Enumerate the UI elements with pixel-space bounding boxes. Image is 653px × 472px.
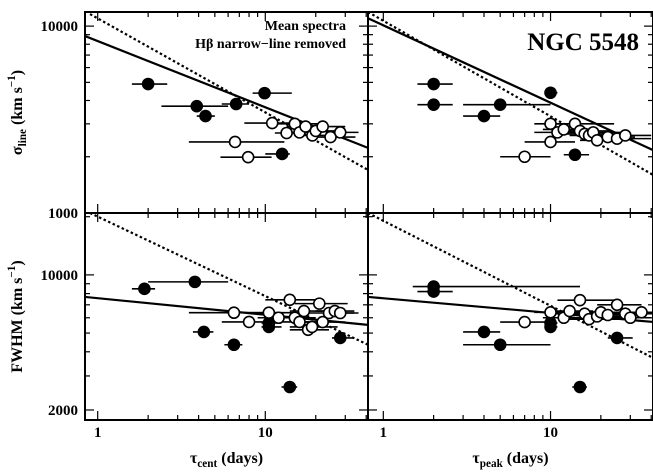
open-point — [313, 297, 326, 310]
axis-label-part: −1 — [6, 75, 18, 87]
filled-point — [199, 109, 212, 123]
open-point — [619, 129, 632, 142]
annotation: Hβ narrow−line removed — [195, 37, 346, 52]
filled-point — [568, 148, 582, 162]
filled-point — [138, 282, 151, 296]
fit-line — [368, 213, 653, 359]
axis-label-part: ) — [9, 260, 26, 265]
open-point — [544, 135, 557, 149]
open-point — [544, 306, 557, 319]
open-point — [518, 150, 531, 164]
filled-point — [229, 97, 243, 111]
open-point — [590, 133, 604, 147]
filled-point — [427, 285, 440, 298]
axis-label-part: peak — [480, 458, 504, 470]
filled-point — [141, 77, 155, 91]
open-point — [283, 293, 297, 307]
open-point — [297, 304, 311, 318]
open-point — [241, 150, 255, 164]
filled-point — [493, 98, 507, 111]
filled-point — [188, 275, 202, 289]
open-point — [601, 308, 615, 322]
filled-point — [258, 86, 271, 100]
open-point — [316, 315, 329, 329]
axis-label: τpeak (days) — [472, 450, 548, 470]
x-tick-label: 1 — [380, 425, 388, 441]
filled-point — [227, 338, 241, 352]
open-point — [265, 116, 279, 130]
fit-line — [89, 13, 368, 171]
filled-point — [283, 380, 297, 394]
x-tick-label: 10 — [543, 425, 558, 441]
open-point — [635, 306, 648, 319]
open-point — [280, 126, 293, 140]
axis-label: FWHM (km s−1) — [6, 260, 26, 372]
open-point — [228, 135, 242, 149]
y-tick-label: 2000 — [48, 403, 78, 419]
axis-label-part: ) — [9, 70, 26, 75]
y-tick-label: 1000 — [48, 206, 78, 222]
y-tick-label: 10000 — [41, 19, 79, 35]
filled-point — [573, 380, 587, 394]
open-point — [624, 311, 637, 325]
y-tick-label: 10000 — [41, 268, 79, 284]
filled-point — [493, 338, 507, 352]
x-tick-label: 1 — [94, 425, 102, 441]
axis-label-part: τ — [190, 450, 198, 467]
panel: NGC 5548 — [367, 11, 653, 214]
filled-point — [544, 316, 557, 330]
filled-point — [544, 86, 557, 100]
axis-label: σline (km s−1) — [6, 70, 29, 155]
open-point — [316, 120, 329, 133]
axis-label: τcent (days) — [190, 450, 263, 470]
annotation: Mean spectra — [265, 19, 346, 34]
open-point — [272, 311, 285, 325]
open-point — [227, 306, 241, 320]
filled-point — [275, 147, 289, 161]
open-point — [299, 120, 312, 133]
open-point — [518, 315, 531, 329]
axis-label-part: τ — [472, 450, 480, 467]
open-point — [557, 123, 571, 136]
axis-label-part: (days) — [217, 450, 263, 467]
filled-point — [477, 109, 491, 123]
panel-frame — [367, 212, 653, 421]
open-point — [333, 306, 347, 320]
panel: 1 10 2000 10000 — [41, 212, 369, 441]
x-tick-label: 10 — [258, 425, 273, 441]
axis-label-part: FWHM (km s — [9, 278, 26, 373]
open-point — [242, 315, 256, 329]
open-point — [544, 117, 557, 131]
panel: 1000 10000 Mean spectra Hβ narrow−line remo… — [41, 11, 369, 222]
open-point — [610, 298, 624, 312]
filled-point — [427, 98, 440, 111]
open-point — [573, 293, 587, 307]
axis-label-part: (km s — [9, 87, 26, 129]
filled-point — [197, 325, 211, 339]
open-point — [305, 320, 319, 334]
axis-label-part: (days) — [503, 450, 549, 467]
axis-label-part: σ — [9, 146, 26, 155]
axis-label-part: line — [17, 129, 29, 146]
filled-point — [190, 99, 204, 113]
open-point — [563, 304, 576, 318]
open-point — [293, 315, 306, 329]
filled-point — [610, 331, 624, 345]
open-point — [333, 126, 347, 139]
filled-point — [333, 331, 347, 345]
open-point — [262, 306, 276, 320]
annotation: NGC 5548 — [527, 29, 639, 56]
axis-label-part: cent — [197, 458, 217, 470]
panel: 1 10 — [367, 212, 653, 441]
filled-point — [477, 325, 491, 339]
axis-label-part: −1 — [6, 265, 18, 277]
filled-point — [427, 77, 440, 91]
